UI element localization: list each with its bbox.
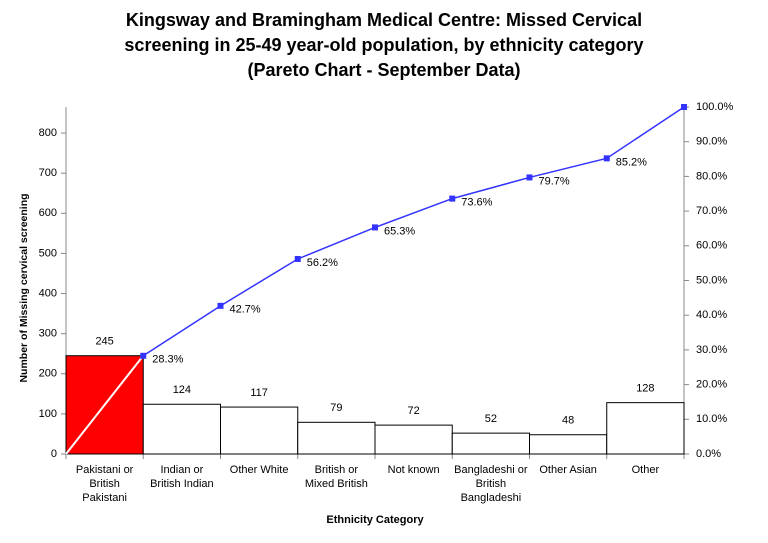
- bar-value-label: 245: [95, 336, 113, 348]
- y-tick-label: 600: [39, 207, 57, 219]
- y2-tick-label: 70.0%: [696, 205, 727, 217]
- line-value-label: 28.3%: [152, 354, 183, 366]
- line-value-label: 73.6%: [461, 197, 492, 209]
- bar: [374, 424, 453, 455]
- y-axis-label: Number of Missing cervical screening: [18, 193, 30, 382]
- line-value-label: 79.7%: [539, 175, 570, 187]
- line-marker: [449, 195, 456, 202]
- x-tick-label: Other Asian: [539, 464, 597, 476]
- bar: [451, 432, 530, 455]
- line-marker: [294, 255, 301, 262]
- bar-value-label: 72: [408, 405, 420, 417]
- bar-value-label: 48: [562, 415, 574, 427]
- y2-tick-label: 50.0%: [696, 274, 727, 286]
- y2-tick-label: 80.0%: [696, 170, 727, 182]
- line-marker: [140, 352, 147, 359]
- bar-value-label: 79: [330, 402, 342, 414]
- line-value-label: 56.2%: [307, 257, 338, 269]
- y-tick-label: 500: [39, 247, 57, 259]
- bar-value-label: 128: [636, 383, 654, 395]
- y-tick-label: 400: [39, 287, 57, 299]
- line-value-label: 85.2%: [616, 156, 647, 168]
- bar: [529, 434, 608, 455]
- y2-tick-label: 20.0%: [696, 379, 727, 391]
- x-tick-label: British or Mixed British: [304, 464, 368, 490]
- line-marker: [372, 224, 378, 231]
- y2-tick-label: 30.0%: [696, 344, 727, 356]
- x-tick-label: Other White: [229, 464, 289, 476]
- bar-value-label: 52: [485, 413, 497, 425]
- y-tick-label: 800: [39, 127, 57, 139]
- x-tick-label: Bangladeshi or British Bangladeshi: [454, 464, 528, 504]
- bar: [142, 403, 221, 455]
- y2-tick-label: 0.0%: [696, 448, 721, 460]
- x-tick-label: Pakistani or British Pakistani: [75, 464, 134, 504]
- y2-tick-label: 100.0%: [696, 101, 734, 113]
- cumulative-line: [142, 106, 685, 357]
- x-axis-label: Ethnicity Category: [326, 514, 424, 526]
- y-tick-label: 200: [39, 368, 57, 380]
- bar-value-label: 117: [250, 387, 268, 399]
- bar: [297, 421, 376, 455]
- y-tick-label: 100: [39, 408, 57, 420]
- x-tick-label: Indian or British Indian: [150, 464, 214, 490]
- line-marker: [217, 302, 224, 309]
- line-marker: [526, 174, 533, 181]
- y-tick-label: 0: [51, 448, 57, 460]
- bar-value-label: 124: [173, 384, 191, 396]
- line-value-label: 65.3%: [384, 225, 415, 237]
- y2-tick-label: 10.0%: [696, 413, 727, 425]
- bar: [606, 402, 685, 455]
- y2-tick-label: 40.0%: [696, 309, 727, 321]
- bar-hatch: [65, 355, 145, 455]
- y-tick-label: 700: [39, 167, 57, 179]
- chart-title: Kingsway and Bramingham Medical Centre: …: [124, 10, 644, 80]
- line-value-label: 42.7%: [230, 304, 261, 316]
- y2-tick-label: 60.0%: [696, 240, 727, 252]
- y-tick-label: 300: [39, 328, 57, 340]
- x-tick-label: Not known: [387, 464, 440, 476]
- bar: [220, 406, 299, 455]
- x-tick-label: Other: [631, 464, 660, 476]
- y2-tick-label: 90.0%: [696, 136, 727, 148]
- line-marker: [603, 155, 610, 162]
- line-marker: [681, 104, 687, 110]
